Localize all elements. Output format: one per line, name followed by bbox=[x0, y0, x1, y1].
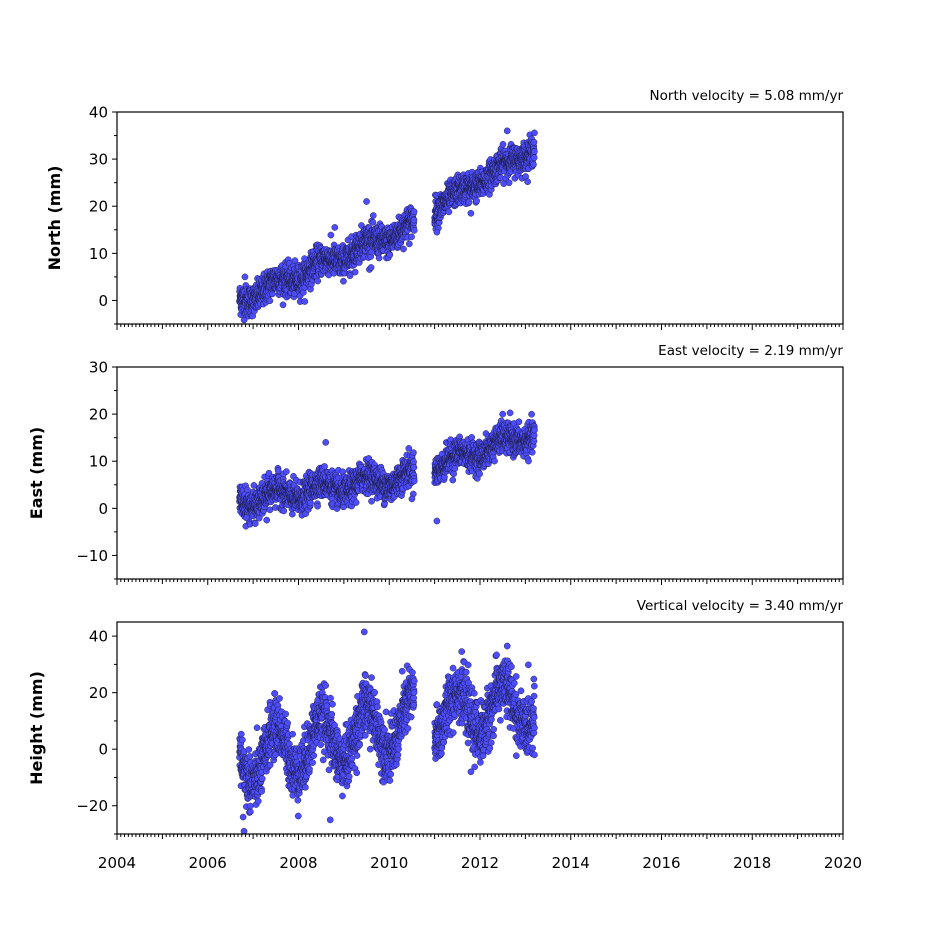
east-data-point bbox=[251, 520, 259, 527]
north-y-tick-label: 0 bbox=[98, 292, 108, 310]
east-data-point bbox=[410, 464, 418, 471]
east-outlier-point bbox=[433, 517, 441, 525]
north-data-point bbox=[499, 141, 507, 148]
north-y-tick-label: 30 bbox=[89, 151, 108, 169]
east-data-point bbox=[368, 497, 375, 505]
north-outlier-point bbox=[363, 198, 370, 205]
east-data-point bbox=[410, 449, 417, 457]
east-data-point bbox=[530, 437, 538, 445]
north-data-point bbox=[340, 277, 347, 285]
east-y-tick-label: −10 bbox=[76, 547, 108, 565]
north-data-point bbox=[406, 240, 413, 248]
north-data-point bbox=[505, 179, 513, 187]
height-data-point bbox=[247, 808, 254, 816]
north-outlier-point bbox=[367, 264, 375, 271]
north-data-point bbox=[530, 154, 538, 162]
north-data-point bbox=[410, 216, 418, 224]
east-data-point bbox=[491, 457, 498, 465]
east-data-point bbox=[410, 458, 417, 466]
east-data-point bbox=[476, 470, 483, 478]
north-data-point bbox=[531, 129, 538, 137]
north-velocity-label: North velocity = 5.08 mm/yr bbox=[650, 88, 844, 104]
east-data-point bbox=[468, 434, 475, 441]
north-data-point bbox=[531, 148, 538, 155]
east-data-point bbox=[280, 507, 288, 515]
north-outlier-point bbox=[331, 224, 339, 231]
north-outlier-point bbox=[467, 209, 475, 217]
east-data-point bbox=[244, 486, 251, 494]
east-outlier-point bbox=[499, 410, 507, 418]
vertical-velocity-label: Vertical velocity = 3.40 mm/yr bbox=[637, 598, 844, 614]
north-data-point bbox=[266, 297, 274, 305]
north-data-point bbox=[351, 268, 359, 276]
north-y-tick-label: 10 bbox=[89, 245, 108, 263]
north-data-point bbox=[301, 298, 309, 305]
east-data-point bbox=[528, 410, 535, 418]
north-data-point bbox=[410, 208, 418, 215]
north-data-point bbox=[369, 212, 377, 219]
north-data-point bbox=[375, 254, 383, 262]
north-data-point bbox=[386, 251, 394, 259]
north-data-point bbox=[314, 277, 322, 285]
east-data-point bbox=[321, 463, 328, 470]
height-data-point bbox=[239, 736, 246, 744]
east-data-point bbox=[283, 468, 290, 475]
height-data-point bbox=[245, 746, 253, 753]
east-outlier-point bbox=[449, 476, 457, 484]
north-data-point bbox=[369, 219, 377, 226]
east-y-tick-label: 10 bbox=[89, 453, 108, 471]
east-outlier-point bbox=[408, 495, 416, 503]
east-data-point bbox=[307, 499, 314, 507]
east-axis-label: East (mm) bbox=[27, 427, 46, 519]
east-data-point bbox=[289, 510, 296, 518]
east-data-point bbox=[506, 409, 514, 417]
east-velocity-label: East velocity = 2.19 mm/yr bbox=[658, 343, 843, 359]
north-axis-label: North (mm) bbox=[45, 166, 64, 271]
north-y-tick-label: 20 bbox=[89, 198, 108, 216]
east-outlier-point bbox=[322, 439, 330, 446]
north-data-point bbox=[445, 208, 453, 216]
height-data-point bbox=[237, 730, 245, 738]
north-data-point bbox=[400, 245, 407, 253]
north-data-point bbox=[530, 138, 538, 146]
east-y-tick-label: 20 bbox=[89, 406, 108, 424]
east-data-point bbox=[528, 448, 536, 456]
east-outlier-point bbox=[242, 514, 250, 522]
north-data-point bbox=[410, 227, 418, 234]
east-data-point bbox=[515, 418, 523, 426]
east-data-point bbox=[525, 457, 532, 465]
east-data-point bbox=[410, 477, 418, 485]
east-outlier-point bbox=[263, 516, 271, 524]
north-data-point bbox=[530, 161, 537, 168]
north-outlier-point bbox=[241, 273, 249, 281]
east-data-point bbox=[314, 502, 321, 510]
height-axis-label: Height (mm) bbox=[27, 671, 46, 785]
north-data-point bbox=[465, 198, 473, 206]
north-data-point bbox=[524, 178, 531, 186]
north-panel: North velocity = 5.08 mm/yr North (mm) 0… bbox=[45, 88, 844, 330]
north-data-point bbox=[291, 257, 299, 264]
north-y-tick-label: 40 bbox=[89, 104, 108, 122]
north-outlier-point bbox=[433, 228, 441, 236]
north-data-point bbox=[279, 301, 287, 309]
north-data-point bbox=[473, 197, 480, 205]
east-data-point bbox=[531, 426, 538, 434]
east-data-point bbox=[352, 499, 360, 506]
north-points bbox=[236, 127, 538, 324]
north-data-point bbox=[327, 231, 335, 239]
height-data-point bbox=[247, 802, 254, 810]
height-data-point bbox=[246, 753, 254, 760]
north-data-point bbox=[408, 233, 415, 241]
east-y-tick-label: 30 bbox=[89, 359, 108, 377]
north-outlier-point bbox=[503, 127, 511, 135]
east-y-tick-label: 0 bbox=[98, 500, 108, 518]
